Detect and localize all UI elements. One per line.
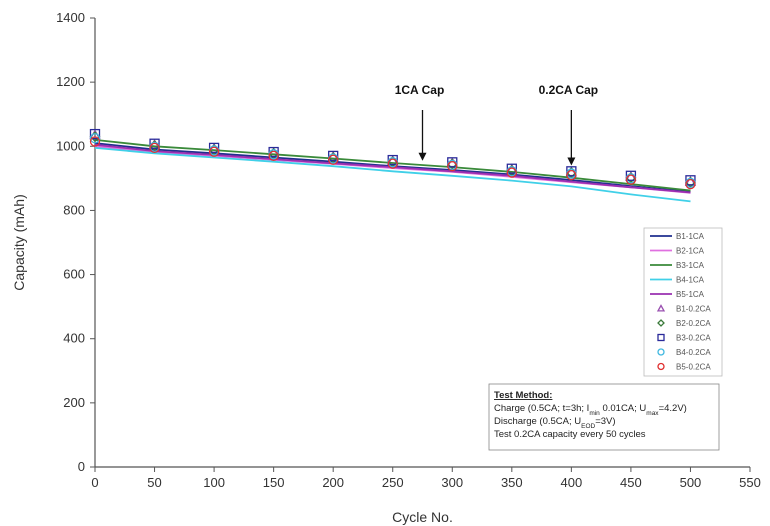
textbox-discharge-line: Discharge (0.5CA; UEOD=3V) (494, 416, 616, 430)
data-point-B5-0.2CA (625, 174, 637, 185)
annotation-label: 0.2CA Cap (539, 83, 599, 97)
x-tick-label: 200 (322, 475, 344, 490)
textbox-discharge-part: EOD (581, 423, 595, 430)
data-point-B5-0.2CA (268, 150, 279, 162)
textbox-charge-part: min (589, 410, 600, 417)
y-tick-label: 200 (63, 395, 85, 410)
legend-swatch (657, 333, 665, 342)
annotation-arrow-head (567, 157, 576, 166)
x-tick-label: 300 (441, 475, 463, 490)
y-axis-title: Capacity (mAh) (11, 194, 27, 290)
x-tick-label: 350 (501, 475, 523, 490)
textbox-discharge-part: =3V) (595, 416, 615, 427)
data-point-B5-0.2CA (447, 161, 458, 172)
data-point-B5-0.2CA (685, 178, 696, 190)
textbox-charge-part: max (646, 410, 659, 417)
data-point-B5-0.2CA (89, 136, 101, 147)
legend-entry: B1-0.2CA (676, 305, 711, 314)
y-tick-label: 400 (63, 331, 85, 346)
x-tick-label: 0 (91, 475, 98, 490)
data-point-B3-0.2CA (208, 142, 220, 154)
data-point-B5-0.2CA (566, 169, 577, 181)
legend-swatch (657, 319, 665, 327)
legend-entry: B2-1CA (676, 247, 705, 256)
data-point-B3-0.2CA (149, 138, 160, 149)
y-tick-label: 1400 (56, 10, 85, 25)
data-point-B3-0.2CA (506, 163, 517, 174)
x-axis-title: Cycle No. (392, 509, 453, 525)
textbox-title: Test Method: (494, 390, 552, 401)
textbox-discharge-part: Discharge (0.5CA; U (494, 416, 581, 427)
data-point-B5-0.2CA (328, 154, 339, 165)
y-tick-label: 800 (63, 202, 85, 217)
data-point-B5-0.2CA (208, 146, 220, 157)
legend-entry: B3-0.2CA (676, 334, 711, 343)
legend: B1-1CA B2-1CA B3-1CA B4-1CA B5-1CA B1-0.2CA B2… (643, 227, 723, 377)
annotations: 1CA Cap 0.2CA Cap (395, 83, 598, 166)
textbox-note: Test 0.2CA capacity every 50 cycles (494, 429, 646, 440)
textbox-frame (488, 383, 720, 451)
x-tick-label: 50 (147, 475, 161, 490)
textbox-charge-part: =4.2V) (659, 403, 687, 414)
data-point-B3-0.2CA (328, 150, 339, 162)
y-tick-label: 1000 (56, 138, 85, 153)
legend-entry: B5-1CA (676, 290, 705, 299)
y-tick-label: 600 (63, 267, 85, 282)
legend-swatch (657, 348, 665, 356)
data-point-B3-0.2CA (685, 175, 696, 186)
axes (90, 17, 751, 472)
legend-swatch (656, 304, 666, 312)
x-tick-label: 150 (263, 475, 285, 490)
data-point-B5-0.2CA (387, 158, 398, 169)
x-tick-label: 450 (620, 475, 642, 490)
legend-entry: B3-1CA (676, 261, 705, 270)
x-tick-label: 100 (203, 475, 225, 490)
tick-labels: 0 200 400 600 800 1000 1200 1400 0 50 100 150 200 250… (11, 10, 761, 525)
x-tick-label: 400 (561, 475, 583, 490)
legend-swatch (657, 362, 665, 371)
textbox-charge-line: Charge (0.5CA; t=3h; Imin 0.01CA; Umax=4… (494, 403, 687, 417)
legend-entry: B2-0.2CA (676, 319, 711, 328)
legend-entry: B5-0.2CA (676, 363, 711, 372)
x-tick-label: 250 (382, 475, 404, 490)
series-lines (94, 139, 691, 203)
legend-entry: B4-1CA (676, 276, 705, 285)
legend-entry: B1-1CA (676, 232, 705, 241)
data-point-B5-0.2CA (149, 142, 160, 154)
y-tick-label: 0 (78, 459, 85, 474)
x-tick-label: 550 (739, 475, 761, 490)
data-point-B3-0.2CA (625, 170, 637, 181)
series-line-B4-1CA (94, 147, 691, 203)
y-tick-label: 1200 (56, 74, 85, 89)
series-line-B3-1CA (94, 139, 691, 192)
series-markers (89, 128, 697, 190)
legend-frame (643, 227, 723, 377)
annotation-label: 1CA Cap (395, 83, 445, 97)
data-point-B3-0.2CA (447, 157, 458, 168)
legend-entry: B4-0.2CA (676, 348, 711, 357)
data-point-B5-0.2CA (506, 167, 517, 178)
annotation-arrow-head (418, 152, 427, 161)
data-point-B4-0.2CA (89, 133, 101, 144)
data-point-B3-0.2CA (89, 128, 101, 140)
textbox-charge-part: 0.01CA; U (600, 403, 647, 414)
test-method-box: Test Method: Charge (0.5CA; t=3h; Imin 0.… (488, 383, 720, 451)
x-tick-label: 500 (680, 475, 702, 490)
textbox-charge-part: Charge (0.5CA; t=3h; I (494, 403, 589, 414)
